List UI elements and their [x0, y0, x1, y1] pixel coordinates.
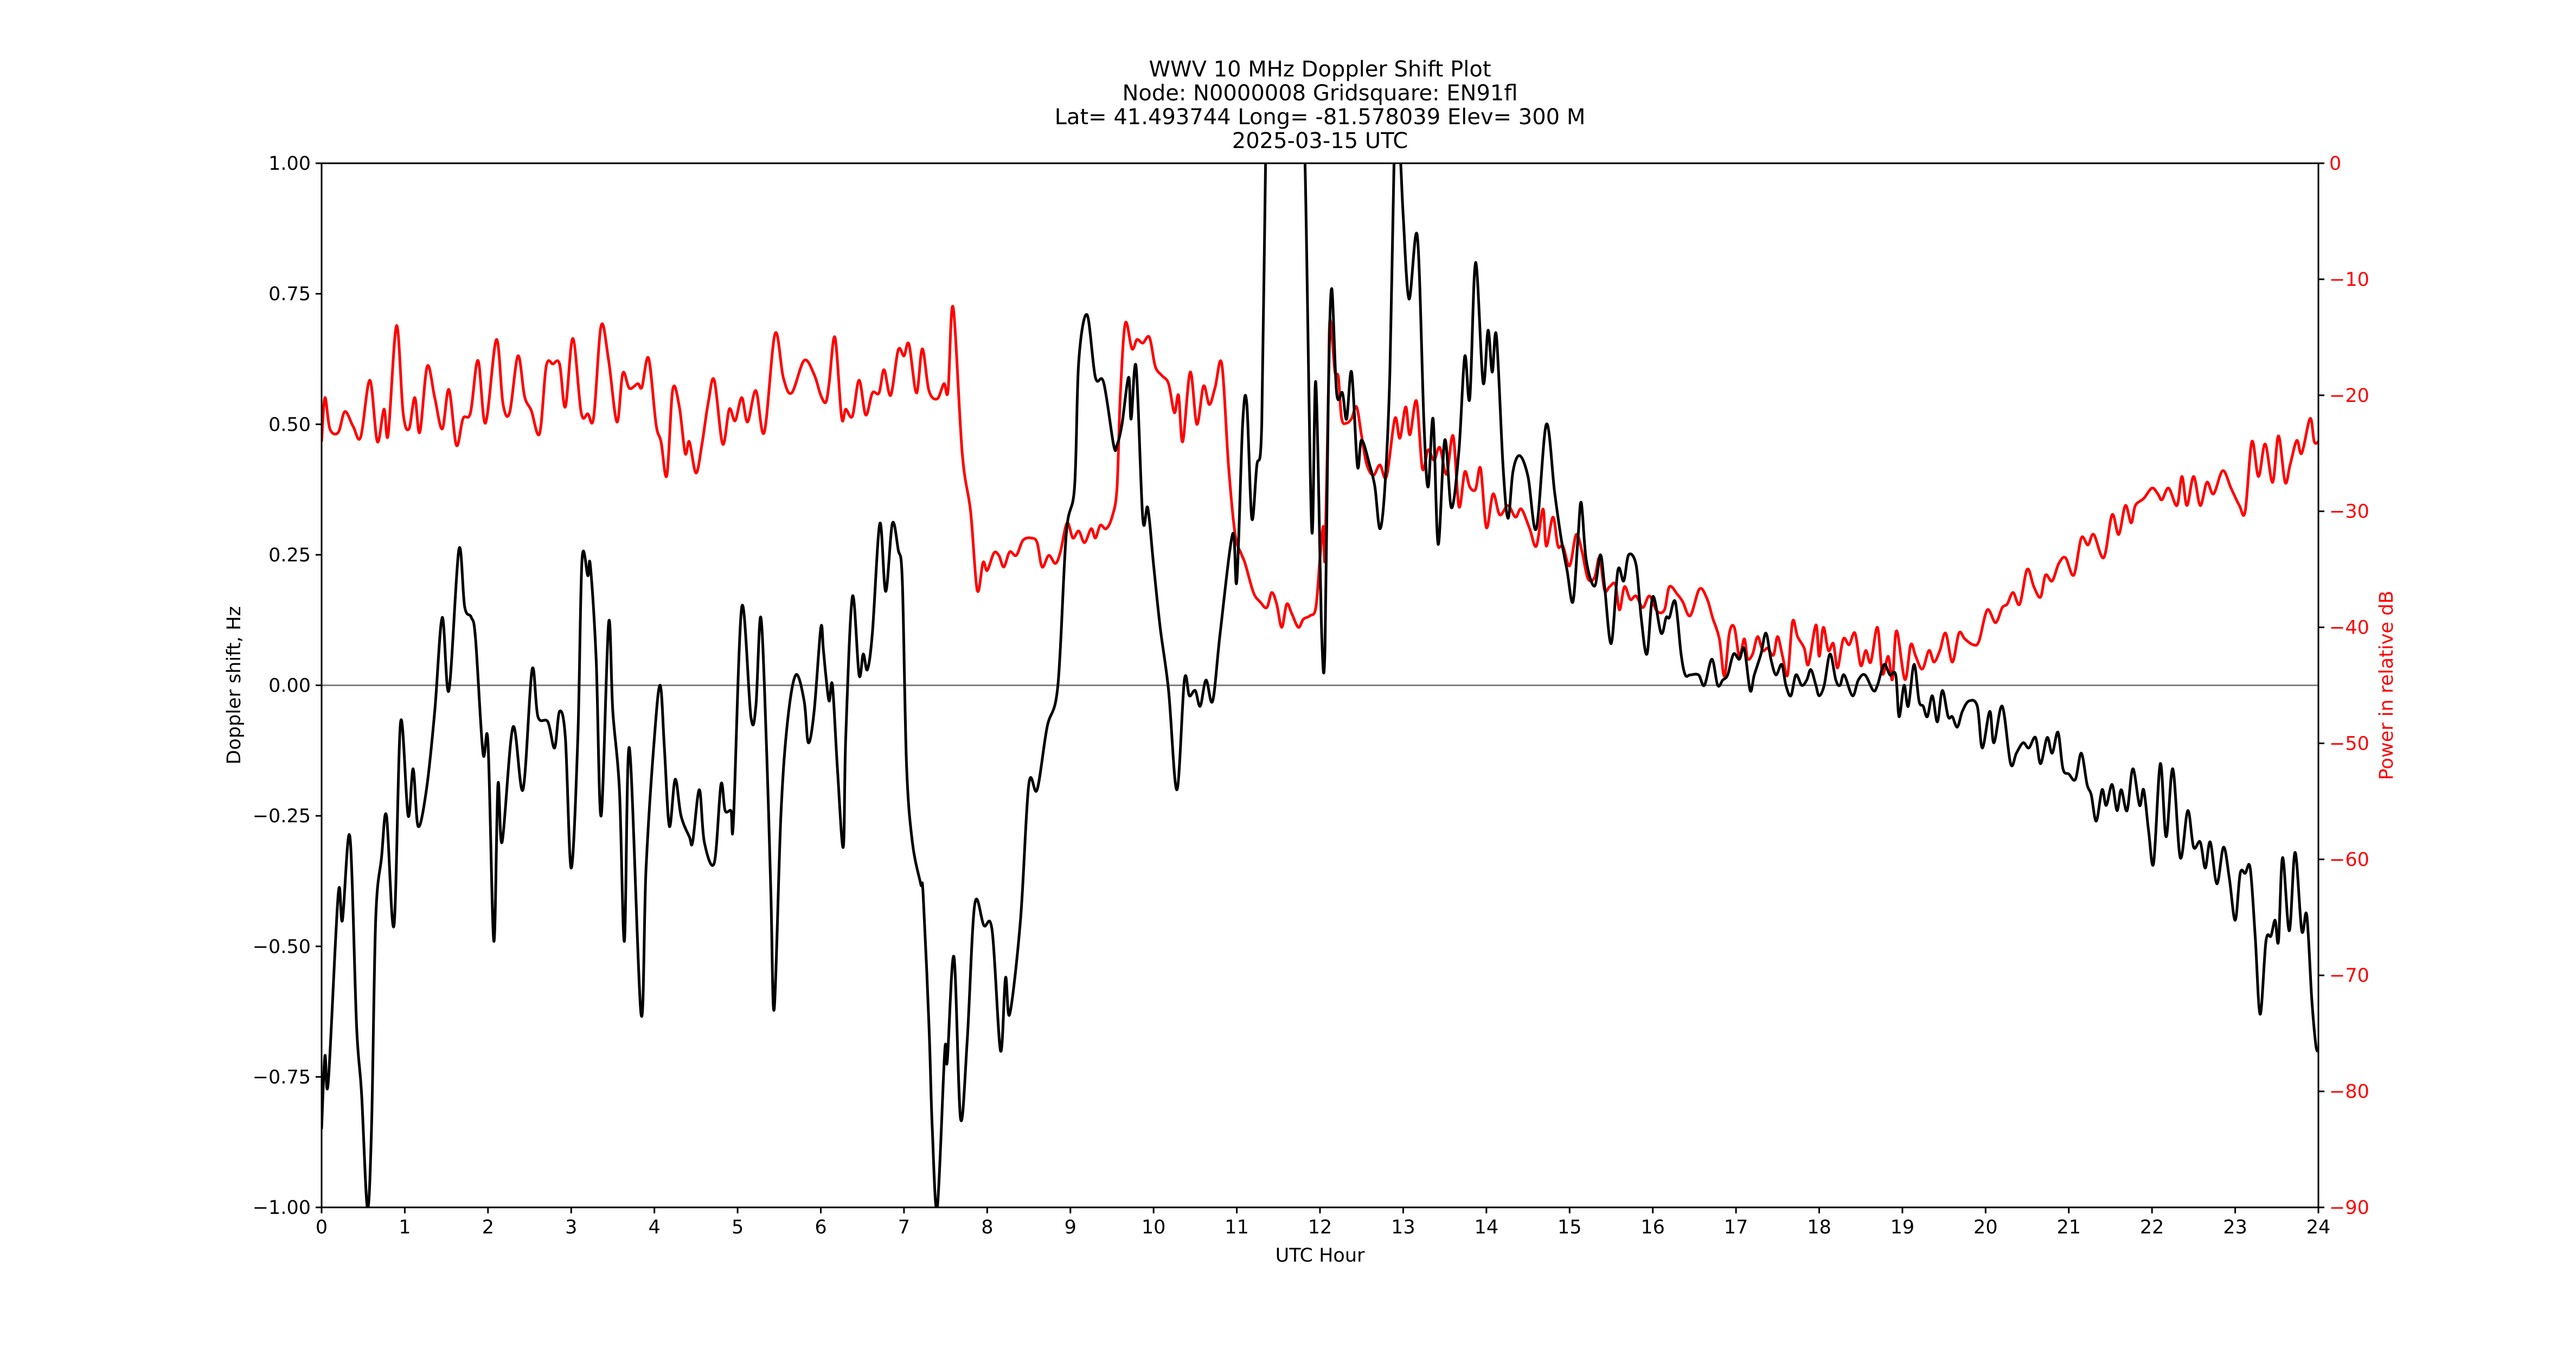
subtitle-date: 2025-03-15 UTC	[1232, 129, 1408, 153]
title: WWV 10 MHz Doppler Shift Plot	[1149, 57, 1491, 82]
y-tick-label: 1.00	[268, 153, 311, 175]
x-tick-label: 23	[2223, 1217, 2247, 1238]
y-axis-right-label: Power in relative dB	[2376, 591, 2398, 780]
x-tick-label: 13	[1391, 1217, 1415, 1238]
x-tick-label: 7	[898, 1217, 910, 1238]
x-tick-label: 18	[1807, 1217, 1831, 1238]
x-tick-label: 11	[1225, 1217, 1249, 1238]
y-right-tick-label: −50	[2329, 733, 2369, 754]
y-tick-label: 0.00	[268, 675, 311, 697]
y-axis-left-ticks: 1.00 0.75 0.50 0.25 0.00 −0.25 −0.50 −0.75 −1.00	[253, 153, 322, 1219]
x-tick-label: 21	[2056, 1217, 2081, 1238]
y-tick-label: −0.75	[253, 1066, 311, 1088]
x-tick-label: 5	[732, 1217, 744, 1238]
x-tick-label: 6	[815, 1217, 826, 1238]
x-tick-label: 12	[1308, 1217, 1332, 1238]
y-tick-label: −0.50	[253, 936, 311, 958]
subtitle-node: Node: N0000008 Gridsquare: EN91fl	[1122, 81, 1517, 106]
y-right-tick-label: −10	[2329, 269, 2369, 291]
x-tick-label: 8	[981, 1217, 993, 1238]
y-right-tick-label: −60	[2329, 849, 2369, 871]
y-tick-label: −0.25	[253, 805, 311, 827]
x-axis-label: UTC Hour	[1276, 1245, 1365, 1267]
chart-title: WWV 10 MHz Doppler Shift Plot Node: N000…	[1055, 57, 1586, 153]
x-tick-label: 22	[2140, 1217, 2164, 1238]
x-tick-label: 17	[1724, 1217, 1748, 1238]
y-axis-left-label: Doppler shift, Hz	[223, 606, 245, 764]
x-tick-label: 4	[649, 1217, 661, 1238]
x-tick-label: 15	[1558, 1217, 1582, 1238]
x-tick-label: 19	[1891, 1217, 1915, 1238]
x-tick-label: 2	[482, 1217, 494, 1238]
y-tick-label: −1.00	[253, 1197, 311, 1219]
x-tick-label: 16	[1641, 1217, 1665, 1238]
y-axis-right-ticks: 0 −10 −20 −30 −40 −50 −60 −70 −80 −90	[2318, 153, 2369, 1219]
y-right-tick-label: −20	[2329, 385, 2369, 407]
x-tick-label: 24	[2306, 1217, 2331, 1238]
y-right-tick-label: −30	[2329, 501, 2369, 523]
x-tick-label: 1	[399, 1217, 411, 1238]
x-tick-label: 14	[1475, 1217, 1499, 1238]
x-axis-ticks: 0 1 2 3 4 5 6 7 8 9 10 11 12 13 14 15 16 17 18 19 20 21 22 23 24	[316, 1207, 2330, 1238]
x-tick-label: 3	[565, 1217, 577, 1238]
x-tick-label: 9	[1065, 1217, 1076, 1238]
y-tick-label: 0.25	[268, 545, 311, 566]
y-right-tick-label: −90	[2329, 1197, 2369, 1219]
subtitle-location: Lat= 41.493744 Long= -81.578039 Elev= 30…	[1055, 105, 1586, 130]
x-tick-label: 10	[1142, 1217, 1166, 1238]
y-tick-label: 0.75	[268, 284, 311, 305]
y-tick-label: 0.50	[268, 414, 311, 436]
plot-area	[322, 163, 2318, 1207]
y-right-tick-label: −80	[2329, 1081, 2369, 1103]
doppler-series-line	[322, 163, 2318, 1207]
x-tick-label: 0	[316, 1217, 328, 1238]
y-right-tick-label: 0	[2329, 153, 2341, 175]
y-right-tick-label: −70	[2329, 965, 2369, 987]
x-tick-label: 20	[1973, 1217, 1998, 1238]
y-right-tick-label: −40	[2329, 617, 2369, 639]
